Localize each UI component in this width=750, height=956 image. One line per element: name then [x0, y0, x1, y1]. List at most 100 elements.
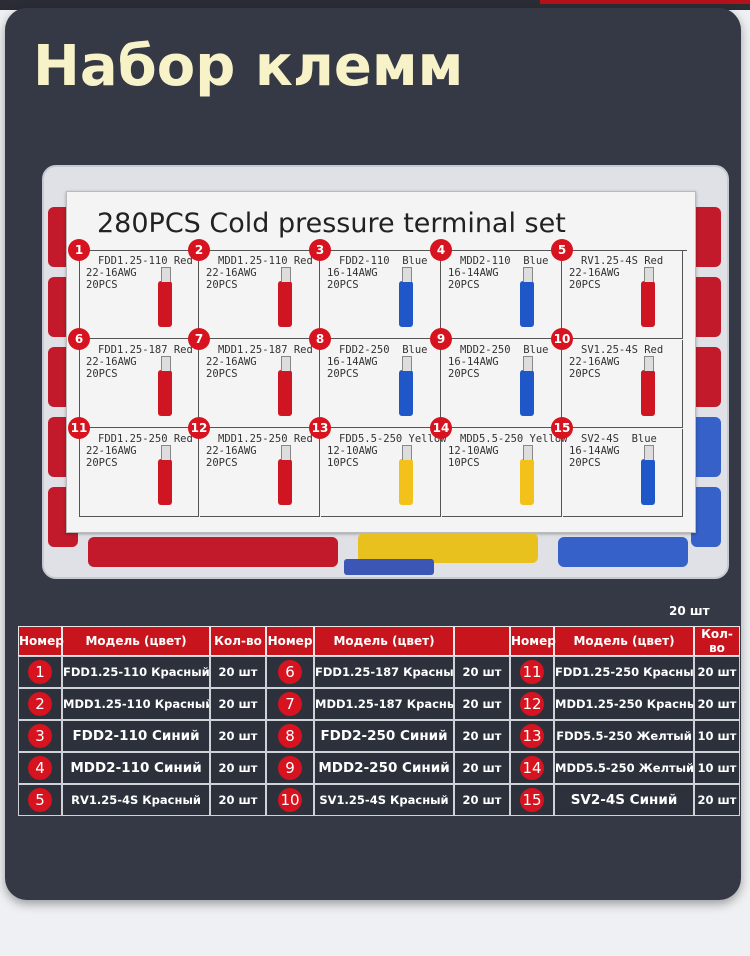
terminal-spec-line: FDD1.25-187 Red	[98, 344, 193, 356]
row-number-cell: 14	[510, 752, 554, 784]
row-number-badge: 14	[520, 756, 544, 780]
terminal-spec-line: 10PCS	[448, 457, 480, 469]
terminal-spec: MDD1.25-110 Red 22-16AWG 20PCS	[206, 255, 313, 291]
terminal-spec-line: FDD2-250 Blue	[339, 344, 428, 356]
terminal-spec-line: 20PCS	[569, 457, 601, 469]
terminal-icon	[158, 267, 172, 327]
terminal-spec-line: FDD2-110 Blue	[339, 255, 428, 267]
terminal-grid: FDD1.25-110 Red 22-16AWG 20PCS 1 MDD1.25-110…	[68, 239, 687, 521]
terminal-spec-line: FDD1.25-250 Red	[98, 433, 193, 445]
terminal-spec: FDD1.25-110 Red 22-16AWG 20PCS	[86, 255, 193, 291]
terminal-icon	[399, 445, 413, 505]
row-number-badge: 5	[28, 788, 52, 812]
terminal-spec-line: 20PCS	[86, 457, 118, 469]
row-qty-cell: 20 шт	[454, 720, 510, 752]
row-number-badge: 8	[278, 724, 302, 748]
bin	[691, 347, 721, 407]
terminal-spec-line: 20PCS	[448, 368, 480, 380]
row-number-cell: 6	[266, 656, 314, 688]
bin	[558, 537, 688, 567]
table-row: 4 MDD2-110 Синий 20 шт 9 MDD2-250 Синий 20 шт…	[18, 752, 740, 784]
row-model-cell: FDD1.25-250 Красный	[554, 656, 694, 688]
terminal-icon	[158, 445, 172, 505]
terminal-icon	[641, 445, 655, 505]
table-header-row: Номер Модель (цвет) Кол-во Номер Модель …	[18, 626, 740, 656]
terminal-icon	[399, 356, 413, 416]
bin	[358, 533, 538, 563]
row-number-badge: 9	[278, 756, 302, 780]
header-number: Номер	[18, 626, 64, 656]
terminal-cell: MDD1.25-250 Red 22-16AWG 20PCS 12	[188, 417, 320, 517]
row-number-cell: 12	[510, 688, 554, 720]
bin	[691, 207, 721, 267]
terminal-spec: MDD1.25-187 Red 22-16AWG 20PCS	[206, 344, 313, 380]
terminal-spec-line: 20PCS	[86, 279, 118, 291]
terminal-spec-line: RV1.25-4S Red	[581, 255, 664, 267]
terminal-spec-line: MDD2-110 Blue	[460, 255, 549, 267]
row-number-badge: 3	[28, 724, 52, 748]
terminal-cell: FDD2-110 Blue 16-14AWG 20PCS 3	[309, 239, 441, 339]
row-qty-cell: 20 шт	[694, 784, 740, 816]
terminal-spec-line: 20PCS	[569, 279, 601, 291]
terminal-cell: FDD1.25-187 Red 22-16AWG 20PCS 6	[68, 328, 199, 428]
row-number-cell: 9	[266, 752, 314, 784]
terminal-spec-line: 20PCS	[206, 457, 238, 469]
table-row: 5 RV1.25-4S Красный 20 шт 10 SV1.25-4S Красн…	[18, 784, 740, 816]
header-qty: Кол-во	[694, 626, 740, 656]
row-model-cell: MDD5.5-250 Желтый	[554, 752, 694, 784]
terminal-spec-line: 16-14AWG	[327, 356, 378, 368]
row-model-cell: FDD2-250 Синий	[314, 720, 454, 752]
terminal-cell: FDD2-250 Blue 16-14AWG 20PCS 8	[309, 328, 441, 428]
row-model-cell: RV1.25-4S Красный	[62, 784, 210, 816]
terminal-icon	[520, 267, 534, 327]
terminal-spec: FDD1.25-250 Red 22-16AWG 20PCS	[86, 433, 193, 469]
terminal-spec: RV1.25-4S Red 22-16AWG 20PCS	[569, 255, 663, 291]
terminal-icon	[278, 267, 292, 327]
row-number-cell: 7	[266, 688, 314, 720]
terminal-spec: FDD5.5-250 Yellow 12-10AWG 10PCS	[327, 433, 446, 469]
header-model: Модель (цвет)	[314, 626, 454, 656]
row-qty-cell: 20 шт	[210, 688, 266, 720]
row-qty-cell: 20 шт	[694, 656, 740, 688]
terminal-cell: SV2-4S Blue 16-14AWG 20PCS 15	[551, 417, 683, 517]
row-model-cell: MDD1.25-187 Красный	[314, 688, 454, 720]
terminal-spec-line: 16-14AWG	[327, 267, 378, 279]
terminal-cell: MDD1.25-110 Red 22-16AWG 20PCS 2	[188, 239, 320, 339]
row-model-cell: MDD2-110 Синий	[62, 752, 210, 784]
bin	[691, 277, 721, 337]
table-body: 1 FDD1.25-110 Красный 20 шт 6 FDD1.25-187 Кр…	[18, 656, 740, 816]
terminal-spec-line: 12-10AWG	[448, 445, 499, 457]
terminal-spec-line: MDD1.25-110 Red	[218, 255, 313, 267]
bin	[88, 537, 338, 567]
header-qty: Кол-во	[210, 626, 266, 656]
terminal-icon	[520, 445, 534, 505]
terminal-icon	[399, 267, 413, 327]
terminal-spec: MDD5.5-250 Yellow 12-10AWG 10PCS	[448, 433, 567, 469]
row-number-badge: 13	[520, 724, 544, 748]
terminal-number-badge: 4	[430, 239, 452, 261]
terminal-spec: SV2-4S Blue 16-14AWG 20PCS	[569, 433, 657, 469]
terminal-cell: MDD1.25-187 Red 22-16AWG 20PCS 7	[188, 328, 320, 428]
header-qty	[454, 626, 510, 656]
bin	[691, 487, 721, 547]
terminal-spec-line: SV1.25-4S Red	[581, 344, 664, 356]
row-qty-cell: 10 шт	[694, 752, 740, 784]
terminal-number-badge: 11	[68, 417, 90, 439]
row-number-cell: 1	[18, 656, 62, 688]
bottom-bins	[88, 533, 688, 573]
terminal-spec-line: 22-16AWG	[569, 267, 620, 279]
table-row: 1 FDD1.25-110 Красный 20 шт 6 FDD1.25-187 Кр…	[18, 656, 740, 688]
terminal-box-photo: 280PCS Cold pressure terminal set FDD1.2…	[42, 165, 729, 579]
row-number-cell: 3	[18, 720, 62, 752]
row-qty-cell: 20 шт	[454, 784, 510, 816]
terminal-spec-line: 20PCS	[206, 279, 238, 291]
terminal-spec-line: FDD5.5-250 Yellow	[339, 433, 447, 445]
row-qty-cell: 20 шт	[454, 752, 510, 784]
row-model-cell: SV2-4S Синий	[554, 784, 694, 816]
row-number-badge: 2	[28, 692, 52, 716]
terminal-number-badge: 5	[551, 239, 573, 261]
terminal-number-badge: 6	[68, 328, 90, 350]
terminal-spec: MDD2-250 Blue 16-14AWG 20PCS	[448, 344, 549, 380]
row-number-badge: 4	[28, 756, 52, 780]
bin	[691, 417, 721, 477]
